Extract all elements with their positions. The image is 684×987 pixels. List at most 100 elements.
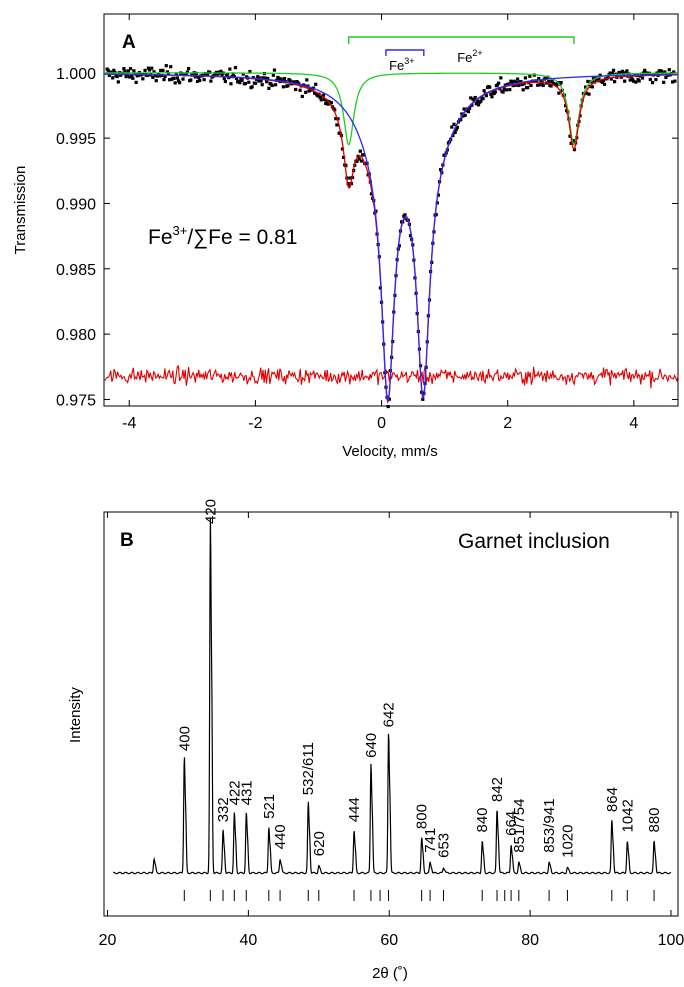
data-point [601,78,606,82]
data-point [460,112,464,116]
data-point [598,73,602,77]
data-point [664,75,668,80]
data-point [134,80,138,84]
panel-a-ylabel: Transmission [12,166,29,255]
data-point [452,122,456,126]
fe2-label: Fe2+ [457,48,482,65]
peak-label: 521 [261,794,278,819]
data-point [490,95,494,99]
data-point [241,72,245,76]
peak-label: 431 [238,780,255,805]
data-point [165,70,169,74]
data-point [147,68,152,72]
data-point [313,91,317,95]
data-point [466,110,471,114]
data-point [111,76,115,80]
data-point [462,107,466,111]
data-point [541,83,545,87]
panel-a-xlabel: Velocity, mm/s [342,443,438,460]
data-point [181,77,185,81]
data-point [484,94,488,98]
data-point [650,81,655,85]
data-point [263,76,268,80]
data-point [286,84,290,88]
peak-label: 1042 [619,799,636,832]
data-point [523,76,527,80]
data-point [507,82,511,86]
data-point [637,79,641,83]
data-point [340,147,345,151]
data-point [472,98,476,102]
data-point [247,80,251,84]
a-ytick-label: 0.975 [56,392,96,409]
data-point [314,82,318,86]
data-point [610,72,614,76]
data-point [202,78,206,82]
data-point [386,404,390,409]
data-point [473,95,477,100]
data-point [499,76,503,80]
peak-label: 422 [226,780,243,805]
peak-label: 640 [363,733,380,758]
data-point [223,79,227,84]
data-point [513,83,517,87]
data-point [512,79,516,83]
data-point [228,67,232,71]
data-point [468,106,472,110]
data-point [639,72,643,76]
data-point [436,193,441,197]
a-ytick-label: 1.000 [56,66,96,83]
data-point [321,93,326,97]
diffraction-pattern [113,517,672,875]
data-point [549,84,553,88]
data-point [126,69,130,73]
data-point [470,103,474,107]
peak-label: 420 [202,499,219,524]
data-point [122,67,126,71]
a-xtick-label: -2 [248,415,262,432]
data-point [296,80,300,85]
peak-label: 864 [604,787,621,812]
data-point [482,88,486,93]
b-xtick-label: 20 [99,932,117,949]
data-point [152,70,156,74]
data-point [145,73,149,78]
data-point [215,72,220,76]
data-point [116,80,120,84]
data-point [157,74,162,78]
panel-a-letter: A [122,32,136,53]
data-point [127,75,132,79]
data-point [219,69,223,73]
data-point [634,80,638,84]
data-point [493,90,497,94]
data-point [585,91,589,95]
data-point [608,71,612,75]
data-point [195,79,200,84]
data-point [461,114,465,118]
data-point [528,74,532,78]
data-point [259,79,263,83]
data-point [600,80,604,84]
data-point [316,94,320,98]
data-point [504,88,509,92]
data-point [355,159,359,163]
data-point [169,65,173,69]
peak-label: 642 [381,702,398,727]
data-point [538,83,542,87]
data-point [277,76,281,80]
peak-label: 664 [503,811,520,836]
data-point [584,85,588,89]
data-point [550,79,554,83]
fe-ratio-suffix: /∑Fe = 0.81 [187,226,297,249]
data-point [294,87,298,92]
data-point [630,77,635,81]
data-point [154,79,158,83]
data-point [587,92,591,96]
fe-ratio-prefix: Fe [148,226,173,249]
reference-ticks [183,890,655,901]
data-point [514,80,519,85]
data-point [175,76,180,80]
peak-label: 653 [436,833,453,858]
data-point [258,76,262,80]
data-point [162,77,166,82]
